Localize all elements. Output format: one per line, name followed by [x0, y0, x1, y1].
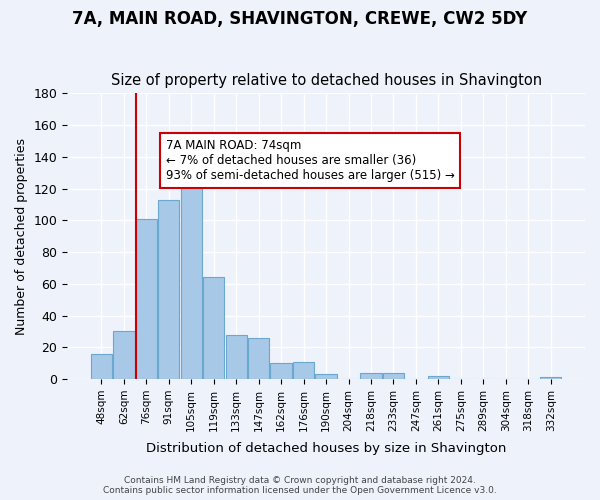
- Bar: [181, 157, 202, 379]
- Bar: [540, 378, 562, 379]
- Bar: [158, 200, 179, 379]
- Bar: [316, 374, 337, 379]
- Bar: [293, 362, 314, 379]
- Title: Size of property relative to detached houses in Shavington: Size of property relative to detached ho…: [110, 73, 542, 88]
- Bar: [361, 372, 382, 379]
- Bar: [226, 334, 247, 379]
- Text: 7A, MAIN ROAD, SHAVINGTON, CREWE, CW2 5DY: 7A, MAIN ROAD, SHAVINGTON, CREWE, CW2 5D…: [73, 10, 527, 28]
- Bar: [248, 338, 269, 379]
- Y-axis label: Number of detached properties: Number of detached properties: [15, 138, 28, 334]
- Bar: [271, 363, 292, 379]
- Bar: [203, 278, 224, 379]
- Bar: [383, 372, 404, 379]
- Bar: [91, 354, 112, 379]
- Bar: [428, 376, 449, 379]
- Bar: [113, 332, 134, 379]
- X-axis label: Distribution of detached houses by size in Shavington: Distribution of detached houses by size …: [146, 442, 506, 455]
- Bar: [136, 218, 157, 379]
- Text: Contains HM Land Registry data © Crown copyright and database right 2024.
Contai: Contains HM Land Registry data © Crown c…: [103, 476, 497, 495]
- Text: 7A MAIN ROAD: 74sqm
← 7% of detached houses are smaller (36)
93% of semi-detache: 7A MAIN ROAD: 74sqm ← 7% of detached hou…: [166, 139, 454, 182]
